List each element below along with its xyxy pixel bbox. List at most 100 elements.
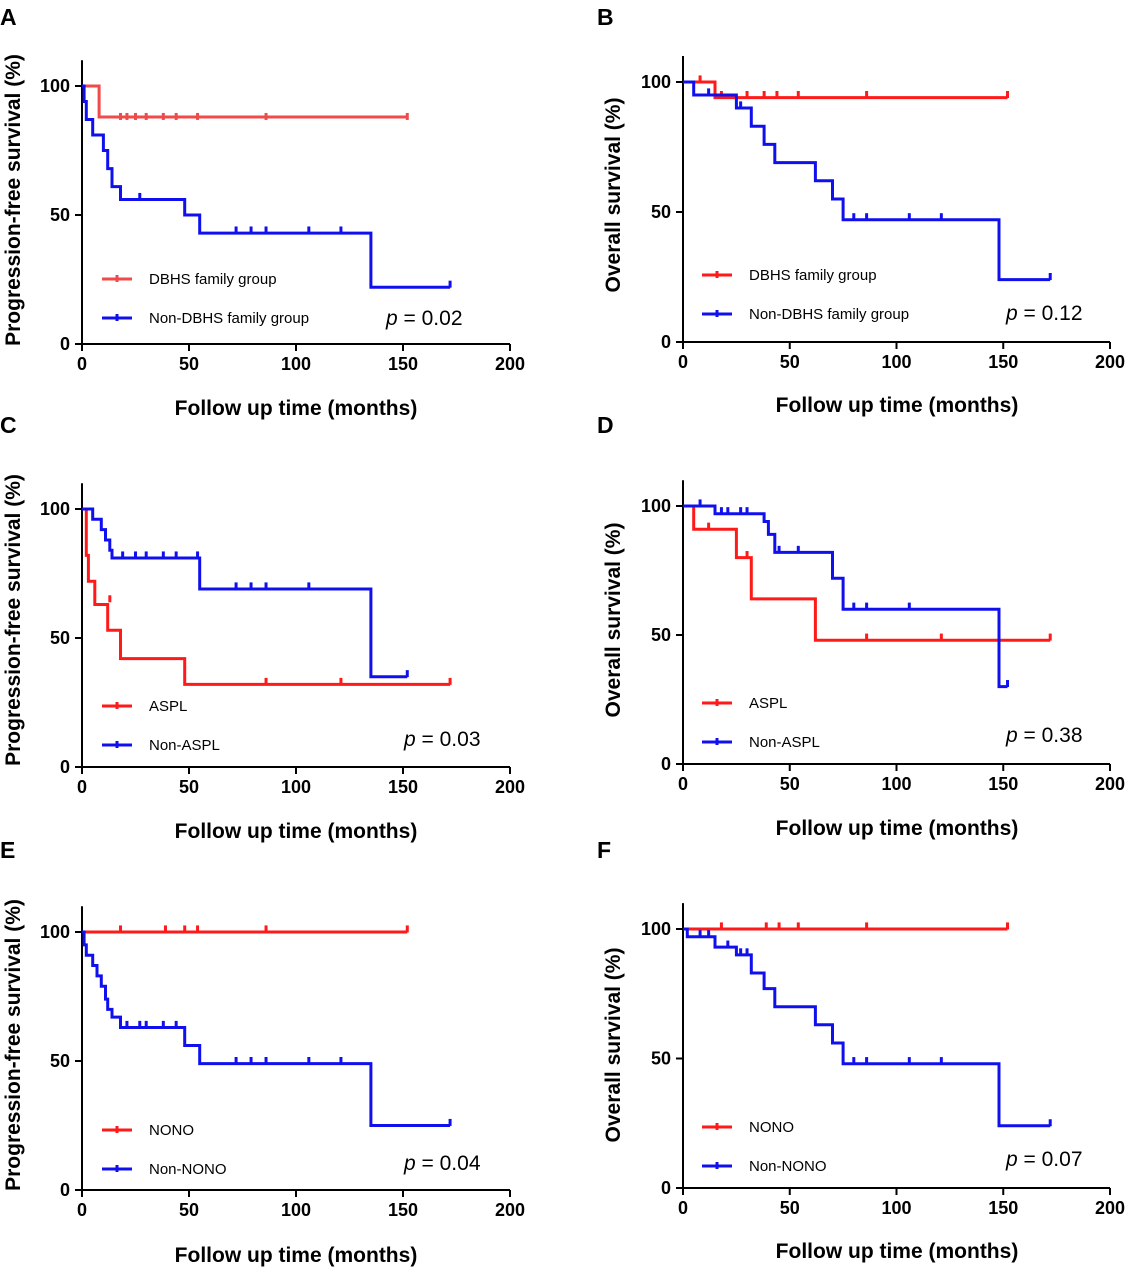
y-tick-label: 100 bbox=[40, 76, 70, 96]
legend-label: Non-DBHS family group bbox=[149, 310, 309, 327]
p-value-annotation: p = 0.03 bbox=[403, 728, 481, 751]
legend-label: DBHS family group bbox=[749, 267, 877, 284]
y-tick-label: 0 bbox=[60, 757, 70, 777]
y-tick-label: 50 bbox=[651, 1049, 671, 1069]
x-tick-label: 100 bbox=[881, 774, 911, 794]
y-tick-label: 100 bbox=[40, 922, 70, 942]
y-tick-label: 100 bbox=[40, 499, 70, 519]
p-value-annotation: p = 0.12 bbox=[1005, 302, 1083, 325]
series-line-non-group bbox=[82, 84, 451, 289]
legend-label: NONO bbox=[749, 1119, 794, 1136]
p-equals: = bbox=[1018, 724, 1042, 747]
p-value: 0.12 bbox=[1042, 302, 1083, 325]
x-axis-label: Follow up time (months) bbox=[175, 1244, 418, 1267]
x-tick-label: 200 bbox=[1095, 352, 1125, 372]
x-tick-label: 100 bbox=[281, 354, 311, 374]
panel-c: C 0 50 100 150 200 0 50 100 Follow up time (month… bbox=[0, 412, 525, 843]
x-tick-label: 50 bbox=[780, 1198, 800, 1218]
x-tick-label: 150 bbox=[988, 352, 1018, 372]
p-equals: = bbox=[416, 1152, 440, 1175]
x-tick-label: 100 bbox=[881, 352, 911, 372]
p-value: 0.04 bbox=[440, 1152, 481, 1175]
y-tick-label: 100 bbox=[641, 496, 671, 516]
series-line-group bbox=[683, 504, 1051, 642]
y-tick-label: 50 bbox=[50, 1051, 70, 1071]
panel-letter: B bbox=[597, 4, 614, 30]
series-line-non-group bbox=[683, 80, 1051, 282]
x-tick-label: 150 bbox=[988, 774, 1018, 794]
series-line-group bbox=[82, 84, 408, 119]
p-value-annotation: p = 0.38 bbox=[1005, 724, 1083, 747]
x-tick-label: 100 bbox=[881, 1198, 911, 1218]
panel-e: E 0 50 100 150 200 0 50 100 Follow up time (month… bbox=[0, 837, 525, 1267]
p-symbol: p bbox=[385, 307, 398, 330]
x-axis-label: Follow up time (months) bbox=[776, 817, 1019, 840]
panel-letter: E bbox=[0, 837, 15, 863]
y-tick-label: 50 bbox=[651, 625, 671, 645]
legend-label: Non-ASPL bbox=[149, 737, 220, 754]
y-tick-label: 0 bbox=[60, 334, 70, 354]
y-tick-label: 50 bbox=[50, 628, 70, 648]
x-tick-label: 50 bbox=[780, 774, 800, 794]
x-tick-label: 50 bbox=[780, 352, 800, 372]
p-equals: = bbox=[416, 728, 440, 751]
x-tick-label: 0 bbox=[77, 1200, 87, 1220]
p-value-annotation: p = 0.04 bbox=[403, 1152, 481, 1175]
y-tick-label: 0 bbox=[661, 1178, 671, 1198]
x-tick-label: 0 bbox=[678, 1198, 688, 1218]
x-axis-label: Follow up time (months) bbox=[175, 397, 418, 420]
x-tick-label: 150 bbox=[988, 1198, 1018, 1218]
y-axis-label: Progression-free survival (%) bbox=[2, 54, 25, 346]
x-tick-label: 0 bbox=[77, 354, 87, 374]
p-equals: = bbox=[398, 307, 422, 330]
legend-label: ASPL bbox=[149, 698, 187, 715]
p-value: 0.07 bbox=[1042, 1148, 1083, 1171]
x-tick-label: 0 bbox=[678, 352, 688, 372]
x-tick-label: 0 bbox=[77, 777, 87, 797]
x-tick-label: 50 bbox=[179, 777, 199, 797]
legend-label: DBHS family group bbox=[149, 271, 277, 288]
legend-label: ASPL bbox=[749, 695, 787, 712]
y-axis-label: Progression-free survival (%) bbox=[2, 899, 25, 1191]
p-value-annotation: p = 0.02 bbox=[385, 307, 463, 330]
legend-label: Non-DBHS family group bbox=[749, 306, 909, 323]
p-symbol: p bbox=[1005, 302, 1018, 325]
y-axis-label: Progression-free survival (%) bbox=[2, 474, 25, 766]
series-line-non-group bbox=[683, 927, 1051, 1128]
series-line-non-group bbox=[82, 507, 408, 679]
x-axis-label: Follow up time (months) bbox=[776, 1240, 1019, 1263]
panel-letter: D bbox=[597, 412, 614, 438]
x-tick-label: 200 bbox=[495, 1200, 525, 1220]
x-tick-label: 50 bbox=[179, 354, 199, 374]
y-axis-label: Overall survival (%) bbox=[602, 98, 625, 293]
legend-label: Non-NONO bbox=[749, 1158, 827, 1175]
x-tick-label: 200 bbox=[1095, 1198, 1125, 1218]
p-equals: = bbox=[1018, 302, 1042, 325]
x-tick-label: 50 bbox=[179, 1200, 199, 1220]
legend-label: Non-NONO bbox=[149, 1161, 227, 1178]
p-symbol: p bbox=[403, 1152, 416, 1175]
panel-f: F 0 50 100 150 200 0 50 100 Follow up time (month… bbox=[597, 837, 1125, 1263]
y-axis-label: Overall survival (%) bbox=[602, 948, 625, 1143]
y-tick-label: 100 bbox=[641, 919, 671, 939]
y-tick-label: 0 bbox=[661, 332, 671, 352]
p-equals: = bbox=[1018, 1148, 1042, 1171]
x-axis-label: Follow up time (months) bbox=[776, 394, 1019, 417]
x-tick-label: 150 bbox=[388, 354, 418, 374]
p-value: 0.38 bbox=[1042, 724, 1083, 747]
panel-letter: A bbox=[0, 4, 17, 30]
x-axis-label: Follow up time (months) bbox=[175, 820, 418, 843]
y-tick-label: 0 bbox=[661, 754, 671, 774]
x-tick-label: 200 bbox=[495, 777, 525, 797]
y-tick-label: 50 bbox=[651, 202, 671, 222]
panel-a: A 0 50 100 150 200 0 50 100 Follow up time (month… bbox=[0, 4, 525, 420]
p-value: 0.03 bbox=[440, 728, 481, 751]
p-value: 0.02 bbox=[422, 307, 463, 330]
x-tick-label: 200 bbox=[495, 354, 525, 374]
x-tick-label: 150 bbox=[388, 777, 418, 797]
y-tick-label: 50 bbox=[50, 205, 70, 225]
panel-b: B 0 50 100 150 200 0 50 100 Follow up time (month… bbox=[597, 4, 1125, 417]
x-tick-label: 200 bbox=[1095, 774, 1125, 794]
p-symbol: p bbox=[1005, 1148, 1018, 1171]
